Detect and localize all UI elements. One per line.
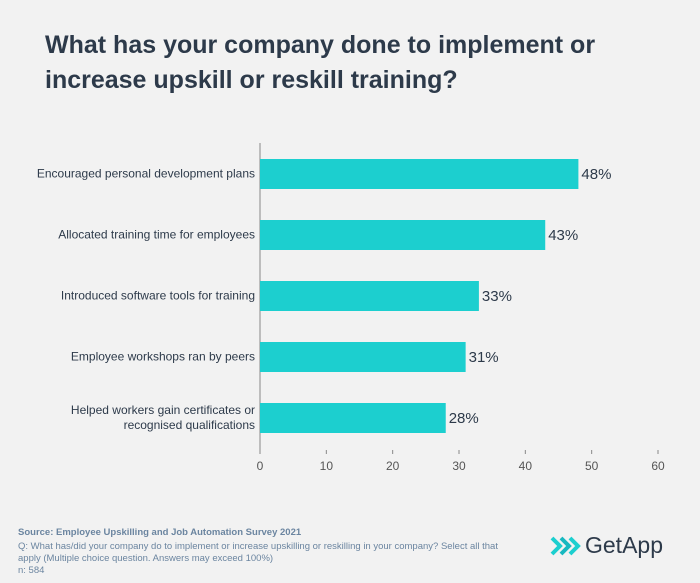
category-label: Introduced software tools for training [60,288,255,303]
bar [260,220,546,250]
value-label: 31% [469,349,499,366]
logo-icon [550,536,581,556]
category-label: Encouraged personal development plans [36,166,255,181]
x-tick-label: 60 [651,459,665,473]
chart-title: What has your company done to implement … [45,31,596,94]
brand: GetApp [585,532,663,558]
category-label: Allocated training time for employees [58,227,255,242]
value-label: 43% [548,227,578,244]
category-label: Helped workers gain certificates or reco… [70,403,255,432]
source: Source: Employee Upskilling and Job Auto… [18,527,302,538]
value-label: 33% [482,288,512,305]
bar [260,159,579,189]
question: Q: What has/did your company do to imple… [18,541,498,564]
category-label: Employee workshops ran by peers [70,349,255,364]
bar [260,403,446,433]
x-tick-label: 10 [320,459,334,473]
x-tick-label: 20 [386,459,400,473]
x-tick-label: 0 [257,459,264,473]
bar [260,342,466,372]
x-tick-label: 50 [585,459,599,473]
bar [260,281,479,311]
x-tick-label: 30 [452,459,466,473]
value-label: 28% [449,410,479,427]
value-label: 48% [581,166,611,183]
x-tick-label: 40 [519,459,533,473]
sample-size: n: 584 [18,565,45,576]
